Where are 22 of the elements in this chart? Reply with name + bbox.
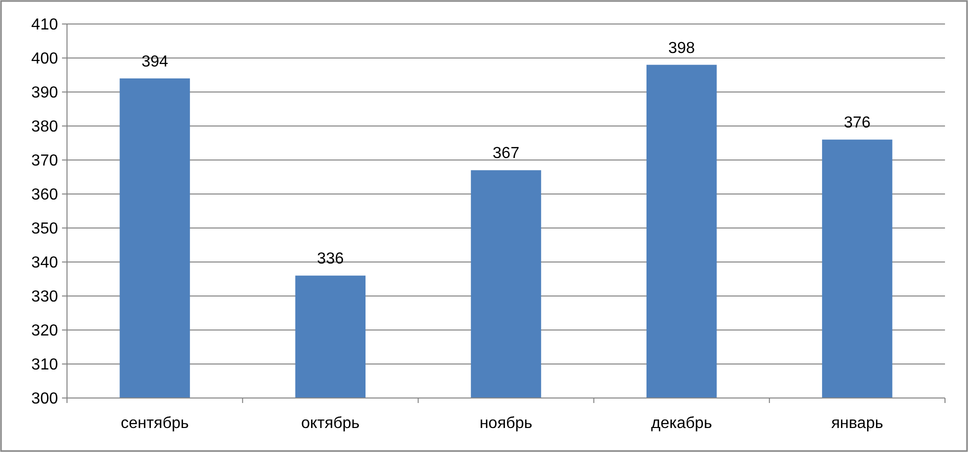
y-tick-label: 400 [31,50,58,68]
y-tick-label: 410 [31,16,58,34]
data-label: 376 [844,114,871,132]
y-tick-label: 340 [31,254,58,272]
x-tick-label: ноябрь [480,415,532,432]
y-tick-label: 380 [31,118,58,136]
y-tick-label: 320 [31,322,58,340]
y-tick-label: 310 [31,356,58,374]
data-label: 336 [317,250,344,268]
y-tick-label: 360 [31,186,58,204]
data-label: 398 [668,40,696,57]
y-tick-label: 370 [31,152,58,170]
x-tick-label: январь [831,415,884,432]
y-tick-label: 300 [31,390,58,408]
y-tick-label: 330 [31,288,58,306]
data-label: 394 [141,53,168,70]
x-tick-label: сентябрь [120,415,189,432]
y-tick-label: 390 [31,84,58,102]
data-label: 367 [492,145,520,162]
x-tick-label: декабрь [651,415,712,432]
y-tick-label: 350 [31,220,58,238]
x-tick-label: октябрь [301,415,360,432]
